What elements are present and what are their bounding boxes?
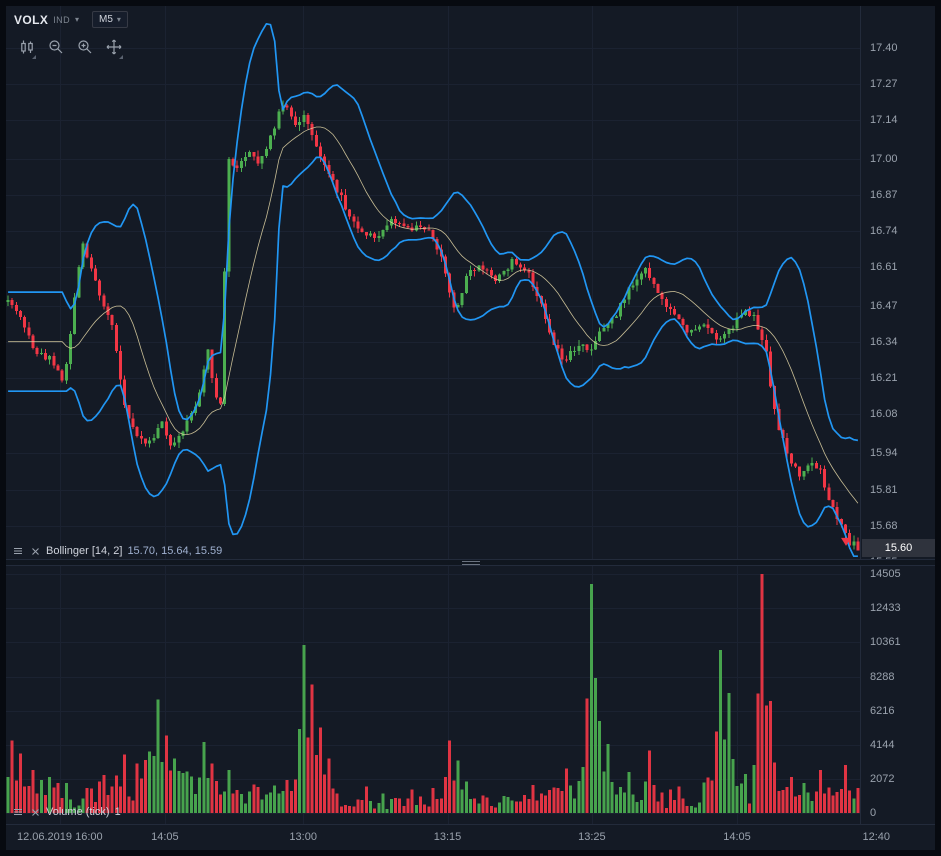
chart-toolbar (16, 36, 125, 59)
symbol-header: VOLX IND ▾ M5 ▾ (14, 11, 128, 28)
price-tick-label: 16.61 (870, 261, 898, 274)
candlestick-chart-icon[interactable] (16, 36, 38, 59)
symbol-name[interactable]: VOLX (14, 12, 49, 27)
volume-axis[interactable]: 14505 12433 10361 8288 6216 4144 2072 0 (860, 566, 935, 824)
volume-tick-label: 0 (870, 807, 877, 819)
chevron-down-icon[interactable]: ▾ (74, 15, 79, 24)
bollinger-lower-band (8, 156, 858, 558)
dropdown-corner-icon (119, 55, 123, 59)
last-price-badge: 15.60 (862, 538, 935, 557)
time-axis-label: 13:25 (578, 831, 606, 843)
price-tick-label: 16.87 (870, 188, 898, 201)
price-panel: VOLX IND ▾ M5 ▾ (6, 6, 935, 568)
zoom-out-icon[interactable] (45, 36, 67, 58)
price-tick-label: 16.74 (870, 225, 898, 238)
volume-tick-label: 6216 (870, 704, 895, 717)
volume-legend: Volume (tick) 1 (12, 806, 121, 818)
time-axis[interactable]: 12.06.2019 16:00 14:05 13:00 13:15 13:25 14:0… (6, 824, 935, 850)
panel-divider (6, 559, 935, 566)
price-axis[interactable]: 15.60 17.40 17.27 17.14 17.00 16.87 16.74 16.6… (860, 6, 935, 568)
time-axis-label: 14:05 (151, 831, 179, 843)
candles-layer (6, 100, 860, 551)
dropdown-corner-icon (32, 55, 36, 59)
bollinger-middle-band (8, 126, 859, 504)
volume-value: 1 (114, 806, 121, 818)
instrument-type-label[interactable]: IND (53, 14, 70, 25)
timeframe-label: M5 (99, 14, 113, 25)
price-grid (6, 6, 860, 559)
price-tick-label: 17.27 (870, 77, 898, 90)
bollinger-legend: Bollinger [14, 2] 15.70, 15.64, 15.59 (12, 545, 222, 557)
volume-tick-label: 12433 (870, 602, 901, 615)
zoom-in-icon[interactable] (74, 36, 96, 58)
price-tick-label: 16.34 (870, 336, 898, 349)
price-tick-label: 16.08 (870, 408, 898, 421)
price-tick-label: 15.94 (870, 447, 898, 460)
volume-tick-label: 10361 (870, 636, 901, 649)
bollinger-values: 15.70, 15.64, 15.59 (127, 545, 223, 557)
volume-tick-label: 8288 (870, 670, 895, 683)
pan-move-icon[interactable] (103, 36, 125, 59)
legend-menu-icon[interactable] (12, 806, 24, 818)
time-axis-label: 14:05 (723, 831, 751, 843)
volume-label: Volume (tick) (46, 806, 110, 818)
volume-tick-label: 14505 (870, 568, 901, 581)
price-tick-label: 15.68 (870, 519, 898, 532)
price-tick-label: 15.81 (870, 483, 898, 496)
volume-bars-layer (6, 574, 860, 813)
bollinger-label: Bollinger [14, 2] (46, 545, 123, 557)
bollinger-upper-band (8, 22, 859, 442)
chart-window: VOLX IND ▾ M5 ▾ (6, 6, 935, 850)
price-tick-label: 17.40 (870, 41, 898, 54)
time-axis-label: 13:15 (433, 831, 462, 843)
price-chart-canvas[interactable] (6, 6, 860, 559)
timeframe-button[interactable]: M5 ▾ (92, 11, 128, 28)
time-axis-label: 12.06.2019 16:00 (16, 831, 103, 843)
legend-close-icon[interactable] (29, 545, 41, 557)
volume-tick-label: 2072 (870, 772, 895, 785)
panel-resize-handle[interactable] (461, 561, 480, 565)
price-direction-arrow-icon (841, 537, 851, 546)
legend-menu-icon[interactable] (12, 545, 24, 557)
price-tick-label: 16.47 (870, 300, 898, 313)
volume-chart-canvas[interactable] (6, 566, 860, 824)
time-axis-label: 13:00 (289, 831, 317, 843)
time-axis-label: 12:40 (862, 831, 890, 843)
volume-tick-label: 4144 (870, 738, 895, 751)
chevron-down-icon: ▾ (116, 15, 121, 24)
price-tick-label: 17.14 (870, 113, 898, 126)
legend-close-icon[interactable] (29, 806, 41, 818)
volume-panel: Volume (tick) 1 14505 12433 10361 8288 6216 4… (6, 566, 935, 824)
price-tick-label: 17.00 (870, 152, 898, 165)
price-tick-label: 16.21 (870, 372, 898, 385)
